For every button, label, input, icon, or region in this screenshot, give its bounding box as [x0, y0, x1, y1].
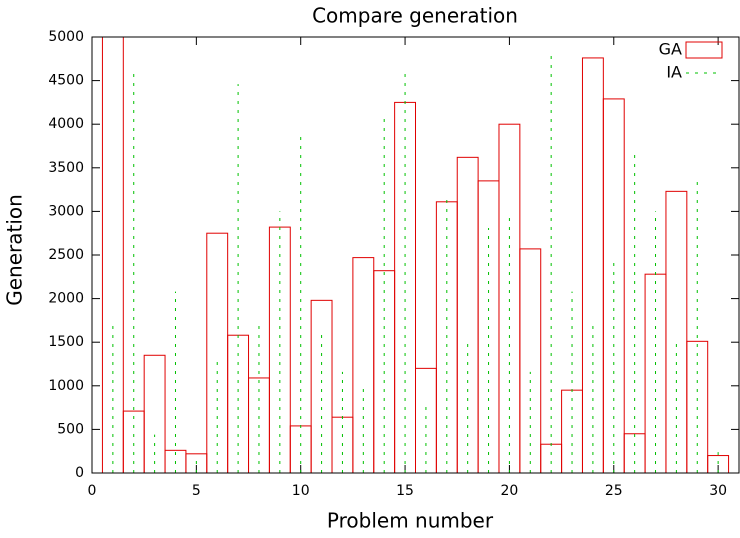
y-tick-label: 2500	[48, 247, 84, 263]
bar	[581, 57, 604, 474]
x-axis-label: Problem number	[327, 509, 494, 533]
x-tick-label: 15	[396, 483, 414, 499]
bar	[352, 257, 375, 474]
bar	[519, 248, 542, 474]
plot-frame	[91, 36, 740, 474]
bar	[143, 354, 166, 474]
x-tick-label: 10	[292, 483, 310, 499]
y-axis-label: Generation	[3, 194, 27, 306]
y-tick-label: 4000	[48, 116, 84, 132]
y-tick-label: 4500	[48, 73, 84, 89]
x-tick-label: 25	[605, 483, 623, 499]
bar	[310, 299, 333, 474]
y-tick-label: 5000	[48, 29, 84, 45]
y-tick-label: 0	[75, 465, 84, 481]
bar	[498, 123, 521, 474]
y-tick-label: 1000	[48, 378, 84, 394]
y-tick-label: 3500	[48, 160, 84, 176]
y-tick-label: 3000	[48, 203, 84, 219]
y-tick-label: 1500	[48, 334, 84, 350]
bar	[206, 232, 229, 474]
legend-label: GA	[659, 40, 682, 59]
x-tick-label: 5	[192, 483, 201, 499]
y-tick-label: 500	[57, 421, 84, 437]
x-tick-label: 30	[709, 483, 727, 499]
x-tick-label: 20	[501, 483, 519, 499]
legend-label: IA	[666, 63, 682, 82]
chart-title: Compare generation	[312, 4, 518, 28]
y-tick-label: 2000	[48, 291, 84, 307]
bar	[561, 389, 583, 474]
x-tick-label: 0	[88, 483, 97, 499]
bar	[665, 190, 688, 474]
legend-swatch	[685, 41, 723, 59]
bar	[540, 443, 563, 474]
bar	[415, 367, 437, 474]
